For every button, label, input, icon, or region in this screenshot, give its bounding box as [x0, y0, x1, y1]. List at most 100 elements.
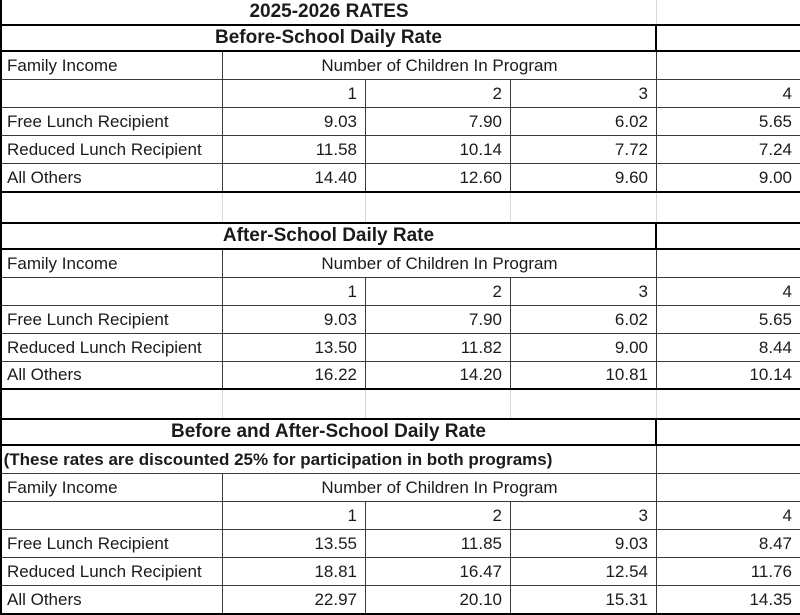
child-count-cell: 4 [782, 281, 792, 301]
row-label: Free Lunch Recipient [2, 108, 223, 135]
section-header-row: Before and After-School Daily Rate [0, 418, 800, 446]
family-income-header: Family Income [2, 474, 223, 501]
rate-cell: 14.20 [366, 362, 511, 388]
section-title: Before-School Daily Rate [2, 26, 657, 50]
note-row-empty-cell [657, 446, 800, 473]
children-header: Number of Children In Program [223, 52, 657, 79]
row-label: Free Lunch Recipient [2, 306, 223, 333]
row-label: All Others [2, 164, 223, 191]
rate-cell: 14.35 [749, 589, 792, 609]
rate-row: Reduced Lunch Recipient 18.81 16.47 12.5… [0, 558, 800, 586]
spacer-row [0, 193, 800, 222]
rate-cell: 18.81 [223, 558, 366, 585]
rate-cell: 7.90 [366, 108, 511, 135]
rate-cell: 10.81 [511, 362, 657, 388]
rate-cell: 6.02 [511, 306, 657, 333]
section-header-row: Before-School Daily Rate [0, 24, 800, 52]
subheader-empty-cell [657, 52, 800, 79]
rate-cell: 13.55 [223, 530, 366, 557]
child-count-row: 1 2 3 4 [0, 502, 800, 530]
rate-row: All Others 16.22 14.20 10.81 10.14 [0, 362, 800, 390]
rate-cell: 15.31 [511, 586, 657, 613]
rate-cell: 14.40 [223, 164, 366, 191]
row-label: Reduced Lunch Recipient [2, 136, 223, 163]
rate-cell: 5.65 [758, 111, 792, 131]
rate-cell: 9.00 [511, 334, 657, 361]
rate-cell: 11.82 [366, 334, 511, 361]
rate-cell: 13.50 [223, 334, 366, 361]
child-count-cell: 1 [223, 502, 366, 529]
rate-cell: 20.10 [366, 586, 511, 613]
rate-cell: 8.47 [758, 533, 792, 553]
rate-cell: 10.14 [749, 365, 792, 384]
child-count-cell: 1 [223, 80, 366, 107]
subheader-empty-cell [657, 250, 800, 277]
child-count-cell: 3 [511, 502, 657, 529]
rate-cell: 16.22 [223, 362, 366, 388]
rate-row: All Others 14.40 12.60 9.60 9.00 [0, 164, 800, 193]
children-header: Number of Children In Program [223, 250, 657, 277]
page-title: 2025-2026 RATES [2, 0, 657, 24]
child-count-row: 1 2 3 4 [0, 80, 800, 108]
child-count-row: 1 2 3 4 [0, 278, 800, 306]
count-row-empty-cell [2, 80, 223, 107]
rate-row: Reduced Lunch Recipient 13.50 11.82 9.00… [0, 334, 800, 362]
rate-cell: 11.85 [366, 530, 511, 557]
title-row: 2025-2026 RATES [0, 0, 800, 24]
title-row-empty-cell [657, 0, 800, 24]
rate-cell: 11.58 [223, 136, 366, 163]
family-income-header: Family Income [2, 52, 223, 79]
rate-cell: 5.65 [758, 309, 792, 329]
rate-cell: 6.02 [511, 108, 657, 135]
discount-note: (These rates are discounted 25% for part… [3, 449, 553, 469]
discount-note-row: (These rates are discounted 25% for part… [0, 446, 800, 474]
rate-cell: 8.44 [758, 337, 792, 357]
rate-cell: 9.00 [758, 167, 792, 187]
row-label: All Others [2, 586, 223, 613]
row-label: All Others [2, 362, 223, 388]
rate-cell: 9.03 [511, 530, 657, 557]
rate-cell: 16.47 [366, 558, 511, 585]
count-row-empty-cell [2, 502, 223, 529]
rate-row: Reduced Lunch Recipient 11.58 10.14 7.72… [0, 136, 800, 164]
rate-cell: 10.14 [366, 136, 511, 163]
discount-note-cell: (These rates are discounted 25% for part… [2, 446, 657, 473]
section-header-empty-cell [657, 420, 800, 444]
child-count-cell: 1 [223, 278, 366, 305]
section-header-empty-cell [657, 224, 800, 248]
row-label: Free Lunch Recipient [2, 530, 223, 557]
child-count-cell: 4 [782, 83, 792, 103]
section-title: Before and After-School Daily Rate [2, 420, 657, 444]
row-label: Reduced Lunch Recipient [2, 334, 223, 361]
rate-cell: 7.72 [511, 136, 657, 163]
children-header: Number of Children In Program [223, 474, 657, 501]
rate-cell: 12.60 [366, 164, 511, 191]
section-title: After-School Daily Rate [2, 224, 657, 248]
section-header-row: After-School Daily Rate [0, 222, 800, 250]
section-before-and-after-school: Before and After-School Daily Rate (Thes… [0, 418, 800, 615]
rate-cell: 12.54 [511, 558, 657, 585]
child-count-cell: 2 [366, 278, 511, 305]
child-count-cell: 2 [366, 502, 511, 529]
subheader-row: Family Income Number of Children In Prog… [0, 474, 800, 502]
child-count-cell: 4 [782, 505, 792, 525]
row-label: Reduced Lunch Recipient [2, 558, 223, 585]
child-count-cell: 2 [366, 80, 511, 107]
rate-cell: 9.03 [223, 108, 366, 135]
section-header-empty-cell [657, 26, 800, 50]
rate-row: All Others 22.97 20.10 15.31 14.35 [0, 586, 800, 615]
subheader-row: Family Income Number of Children In Prog… [0, 250, 800, 278]
rate-cell: 9.60 [511, 164, 657, 191]
family-income-header: Family Income [2, 250, 223, 277]
subheader-row: Family Income Number of Children In Prog… [0, 52, 800, 80]
subheader-empty-cell [657, 474, 800, 501]
rate-cell: 9.03 [223, 306, 366, 333]
rate-row: Free Lunch Recipient 9.03 7.90 6.02 5.65 [0, 306, 800, 334]
spacer-row [0, 390, 800, 418]
rate-row: Free Lunch Recipient 9.03 7.90 6.02 5.65 [0, 108, 800, 136]
rate-cell: 22.97 [223, 586, 366, 613]
child-count-cell: 3 [511, 80, 657, 107]
count-row-empty-cell [2, 278, 223, 305]
child-count-cell: 3 [511, 278, 657, 305]
